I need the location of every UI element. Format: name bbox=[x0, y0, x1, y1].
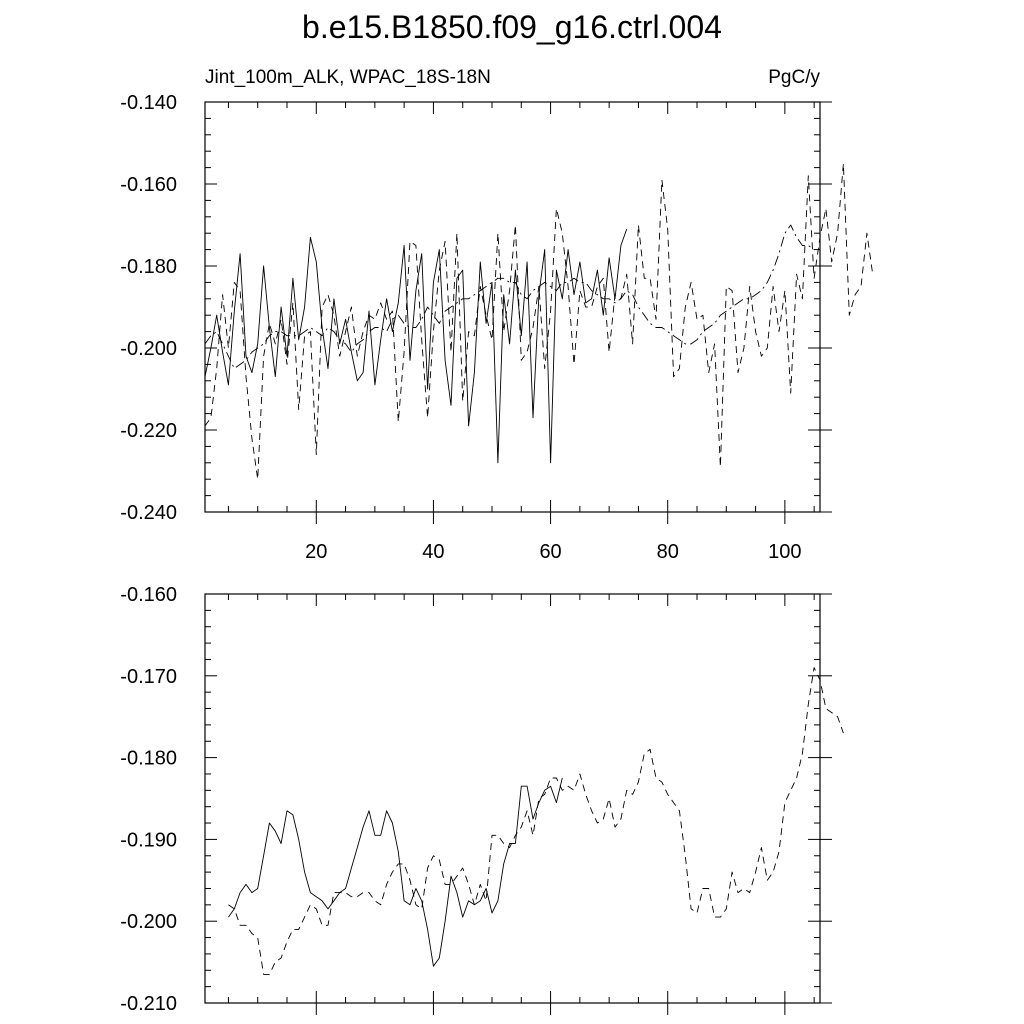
top-plot: 20 40 60 80 100 -0.240 -0.220 -0.200 -0.180 -0.16… bbox=[120, 92, 874, 563]
y-tick-label: -0.170 bbox=[120, 666, 177, 688]
y-tick-label: -0.240 bbox=[120, 502, 177, 524]
series-line-solid bbox=[204, 228, 628, 464]
y-tick-label: -0.200 bbox=[120, 911, 177, 933]
series-line-dash-dot bbox=[204, 224, 815, 369]
bottom-plot: -0.210 -0.200 -0.190 -0.180 -0.170 -0.160 bbox=[120, 584, 844, 1015]
y-tick-label: -0.200 bbox=[120, 338, 177, 360]
y-tick-label: -0.140 bbox=[120, 92, 177, 114]
series-line-solid bbox=[228, 777, 563, 967]
y-tick-label: -0.180 bbox=[120, 256, 177, 278]
x-tick-label: 40 bbox=[422, 541, 444, 563]
y-tick-label: -0.220 bbox=[120, 420, 177, 442]
series-line-dashed bbox=[204, 163, 874, 480]
figure-title: b.e15.B1850.f09_g16.ctrl.004 bbox=[302, 9, 722, 45]
x-tick-label: 100 bbox=[768, 541, 801, 563]
y-tick-label: -0.190 bbox=[120, 829, 177, 851]
x-tick-label: 60 bbox=[539, 541, 561, 563]
y-tick-label: -0.210 bbox=[120, 993, 177, 1015]
x-tick-label: 20 bbox=[305, 541, 327, 563]
top-right-label: PgC/y bbox=[768, 67, 820, 88]
top-left-label: Jint_100m_ALK, WPAC_18S-18N bbox=[205, 67, 491, 88]
series-line-dashed bbox=[228, 667, 844, 975]
plot-frame bbox=[204, 101, 821, 513]
y-tick-label: -0.160 bbox=[120, 584, 177, 606]
plot-frame bbox=[204, 593, 821, 1004]
x-tick-label: 80 bbox=[657, 541, 679, 563]
y-tick-label: -0.160 bbox=[120, 174, 177, 196]
y-tick-label: -0.180 bbox=[120, 748, 177, 770]
